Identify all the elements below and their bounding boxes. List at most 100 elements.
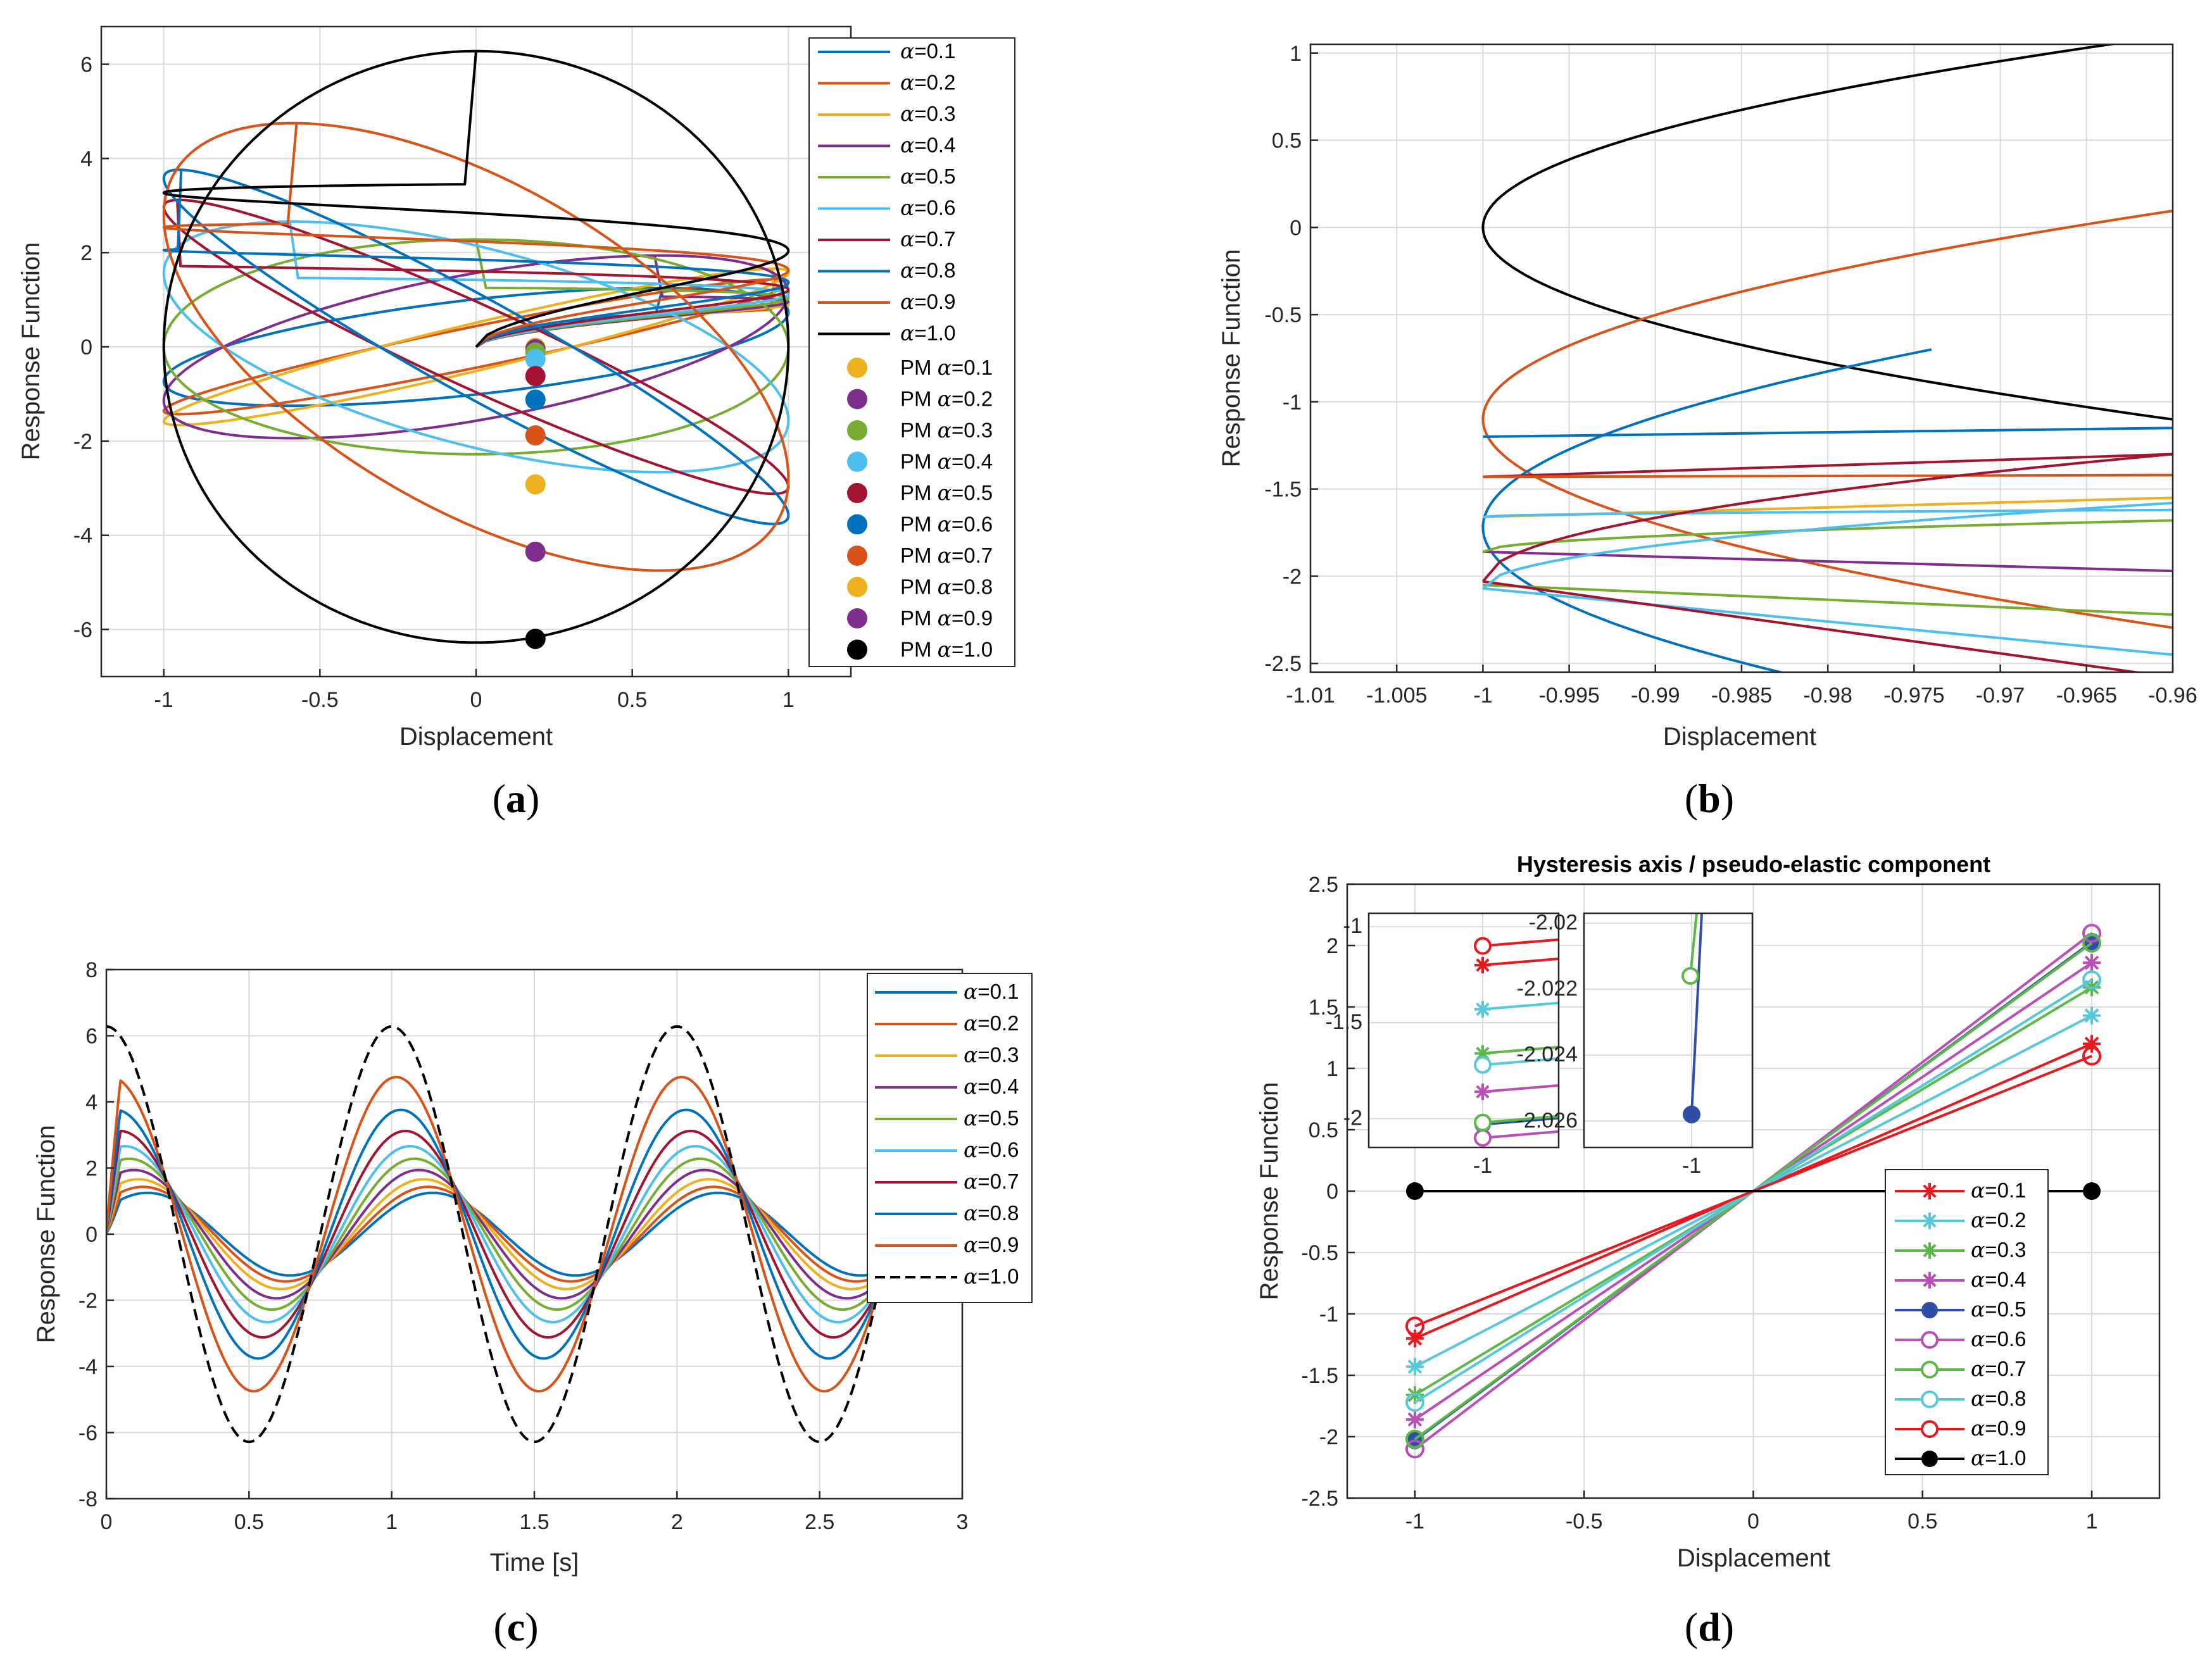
legend-marker — [847, 358, 867, 378]
x-tick-label: 0.5 — [617, 688, 647, 712]
inset-1-line — [1482, 1046, 1559, 1055]
series-b-segment — [1483, 550, 2173, 573]
legend-marker — [1921, 1242, 1938, 1259]
x-tick-label: 0.5 — [234, 1510, 264, 1534]
series-c-α=0.4 — [106, 1168, 962, 1300]
pm-point — [525, 541, 546, 562]
inset-1-y-tick: -1.5 — [1325, 1010, 1362, 1034]
chart-d-ticks: -1 -0.5 0 0.5 1 -2.5 -2 -1.5 -1 -0.5 0 0.5 1 1.5 2 2.5 — [1301, 873, 2097, 1534]
series-c-α=0.1 — [106, 1191, 962, 1277]
y-tick-label: -2 — [1283, 565, 1302, 589]
x-tick-label: -0.5 — [1566, 1509, 1603, 1534]
legend-label: α=0.6 — [900, 196, 955, 220]
y-tick-label: 0 — [80, 335, 92, 359]
pm-point — [525, 474, 546, 495]
y-tick-label: 2 — [85, 1157, 97, 1181]
legend-label: α=0.4 — [900, 133, 955, 158]
legend-label: α=0.1 — [900, 39, 955, 63]
legend-marker — [1921, 1361, 1939, 1378]
panel-label-a: (a) — [493, 776, 540, 821]
series-b-segment — [1483, 427, 2173, 438]
chart-b-ylabel: Response Function — [1217, 249, 1245, 468]
legend-label: PM α=0.3 — [900, 418, 993, 442]
inset-2-y-tick: -2.024 — [1517, 1042, 1578, 1066]
legend-marker — [847, 420, 867, 440]
series-b-curve — [1481, 348, 1932, 672]
inset-1-marker — [1474, 1128, 1492, 1147]
y-tick-label: 4 — [85, 1090, 97, 1115]
x-tick-label: -0.975 — [1883, 684, 1944, 708]
y-tick-label: -6 — [79, 1421, 97, 1446]
legend-label: α=0.4 — [1971, 1267, 2026, 1292]
inset-1-plot-area — [1369, 913, 1559, 1147]
chart-d-ylabel: Response Function — [1255, 1082, 1283, 1301]
legend-label: α=1.0 — [900, 321, 955, 346]
chart-a-legend: α=0.1 α=0.2 α=0.3 α=0.4 α=0.5 α=0.6 α=0.7 α=0.8… — [808, 37, 1015, 667]
inset-1-y-tick: -1 — [1343, 914, 1362, 938]
inset-2-y-tick: -2.026 — [1517, 1108, 1578, 1132]
x-tick-label: 2.5 — [805, 1510, 834, 1534]
y-tick-label: -1 — [1283, 391, 1302, 415]
inset-2-y-tick: -2.02 — [1529, 911, 1578, 935]
y-tick-label: 6 — [80, 53, 92, 77]
legend-marker — [1921, 1420, 1939, 1438]
legend-label: α=0.1 — [1971, 1178, 2026, 1203]
legend-label: α=0.1 — [964, 979, 1019, 1004]
legend-label: α=0.6 — [1971, 1327, 2026, 1351]
inset-1-marker — [1474, 956, 1491, 973]
legend-marker — [1921, 1183, 1938, 1199]
chart-a-xlabel: Displacement — [399, 723, 553, 751]
legend-label: α=0.3 — [1971, 1237, 2026, 1262]
inset-1-line — [1482, 957, 1559, 966]
series-c-α=0.6 — [106, 1145, 962, 1323]
y-tick-label: -2 — [73, 430, 92, 454]
inset-1-line — [1482, 1115, 1559, 1124]
chart-d-title: Hysteresis axis / pseudo-elastic compone… — [1517, 851, 1990, 877]
legend-marker — [847, 546, 867, 566]
series-a-α=0.7 — [162, 198, 790, 496]
series-b-curve — [1481, 209, 2173, 629]
x-tick-label: -1 — [154, 688, 173, 712]
y-tick-label: 0 — [1326, 1180, 1338, 1204]
inset-1-line — [1482, 1001, 1559, 1011]
inset-1-marker — [1474, 937, 1492, 955]
series-b-curve — [1481, 453, 2173, 583]
x-tick-label: -0.995 — [1538, 684, 1599, 708]
legend-label: α=1.0 — [964, 1264, 1019, 1289]
x-tick-label: -0.98 — [1803, 684, 1852, 708]
inset-2-marker — [1683, 1105, 1700, 1123]
chart-c-legend: α=0.1 α=0.2 α=0.3 α=0.4 α=0.5 α=0.6 α=0.7 α=0.8… — [867, 973, 1033, 1303]
legend-label: α=1.0 — [1971, 1446, 2026, 1470]
legend-marker — [1921, 1302, 1938, 1318]
series-a-α=0.2 — [162, 278, 790, 416]
legend-label: α=0.4 — [964, 1074, 1019, 1099]
y-tick-label: 2 — [1326, 934, 1338, 958]
chart-a-ticks: -1 -0.5 0 0.5 1 -6 -4 -2 0 2 4 6 — [73, 53, 795, 712]
x-tick-label: 0 — [101, 1510, 113, 1534]
series-d-marker — [2082, 970, 2102, 990]
pm-point — [525, 628, 546, 649]
legend-label: PM α=0.5 — [900, 480, 993, 505]
y-tick-label: -1.5 — [1301, 1364, 1338, 1388]
legend-label: α=0.5 — [964, 1106, 1019, 1130]
y-tick-label: -6 — [73, 618, 92, 642]
inset-1-marker — [1474, 1113, 1492, 1132]
inset-1-marker — [1474, 1001, 1491, 1018]
legend-label: α=0.3 — [900, 101, 955, 126]
inset-2-marker — [1681, 967, 1699, 985]
y-tick-label: -8 — [79, 1487, 97, 1511]
legend-label: α=0.8 — [1971, 1386, 2026, 1411]
chart-c-ticks: 0 0.5 1 1.5 2 2.5 3 -8 -6 -4 -2 0 2 4 6 8 — [79, 958, 969, 1534]
x-tick-label: -1 — [1473, 684, 1492, 708]
inset-2-y-tick: -2.022 — [1517, 977, 1578, 1001]
inset-1-line — [1482, 1084, 1559, 1094]
inset-1-line — [1482, 1116, 1559, 1126]
legend-label: α=0.7 — [1971, 1356, 2026, 1381]
x-tick-label: 3 — [957, 1510, 969, 1534]
chart-d-legend: α=0.1 α=0.2 α=0.3 α=0.4 α=0.5 α=0.6 α=0.7 α=0.8… — [1885, 1169, 2049, 1475]
y-tick-label: 6 — [85, 1025, 97, 1049]
chart-d: Hysteresis axis / pseudo-elastic compone… — [1255, 851, 2161, 1572]
chart-b-ticks: -1.01 -1.005 -1 -0.995 -0.99 -0.985 -0.98 -0.97… — [1264, 42, 2197, 708]
legend-label: α=0.9 — [964, 1232, 1019, 1257]
legend-label: PM α=0.8 — [900, 575, 993, 599]
